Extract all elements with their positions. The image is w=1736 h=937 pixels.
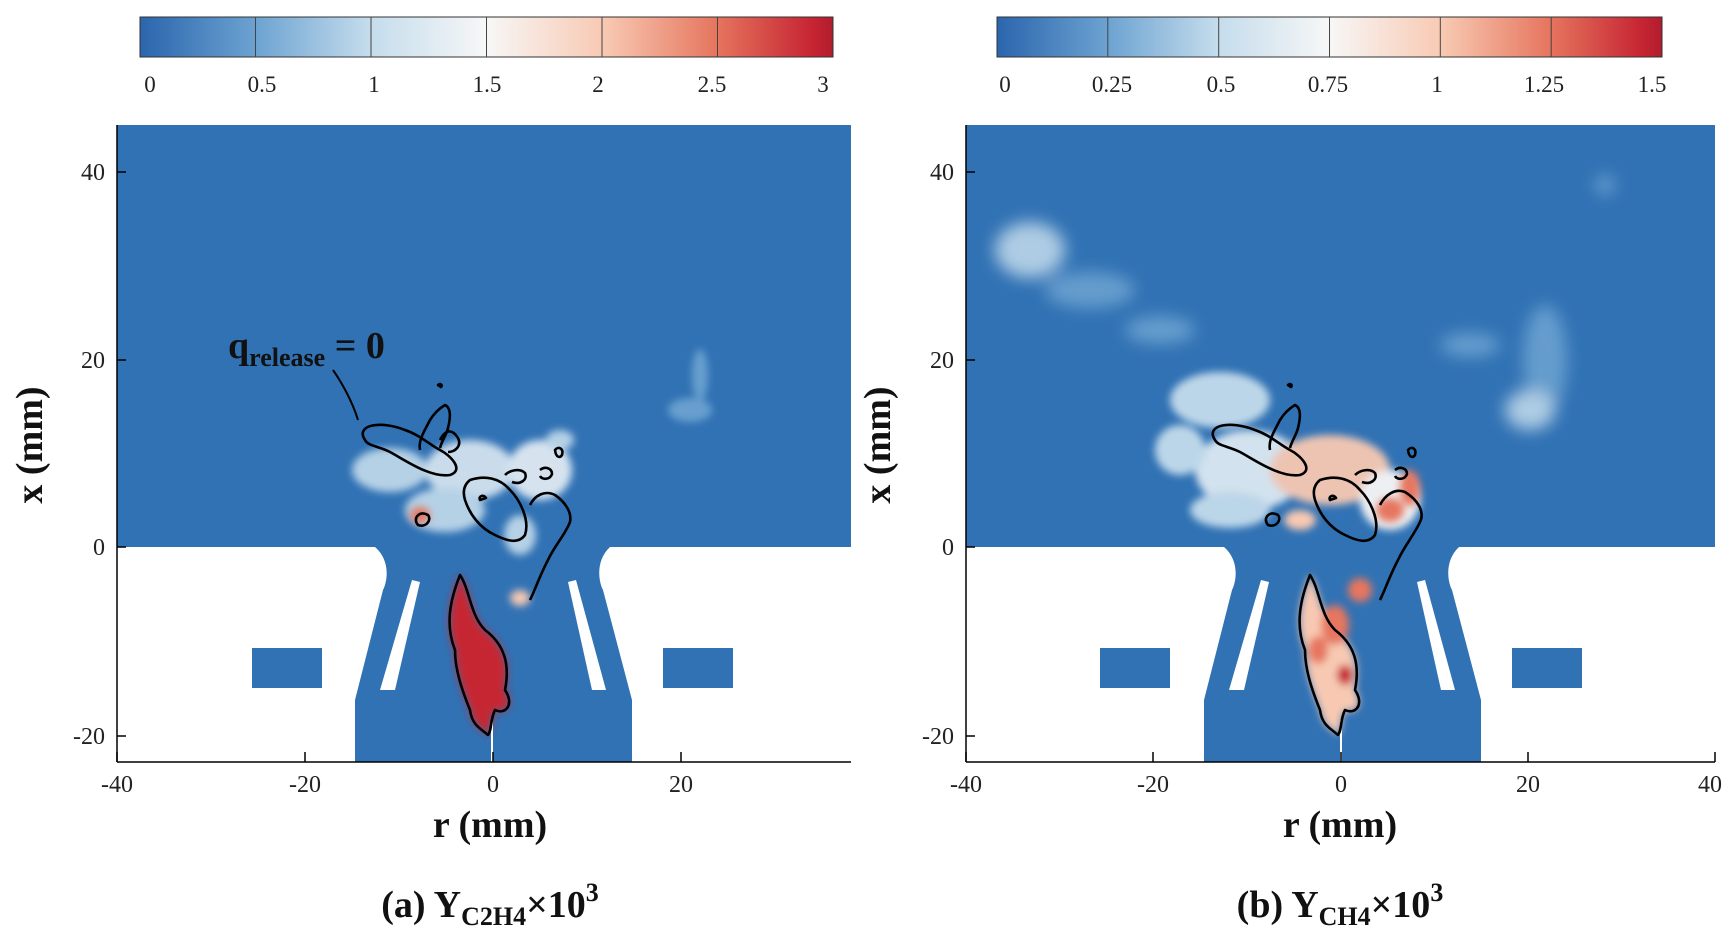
colorbar-b: 0 0.25 0.5 0.75 1 1.25 1.5: [996, 16, 1667, 97]
y-tick-b: 40: [930, 160, 954, 186]
x-tick-b: 0: [1335, 772, 1347, 798]
contour-field-a: [117, 125, 851, 762]
colorbar-b-tick: 0.75: [1308, 72, 1348, 97]
y-tick-a: -20: [73, 724, 105, 750]
y-tick-a: 40: [81, 160, 105, 186]
colorbar-b-tick: 1.25: [1524, 72, 1564, 97]
colorbar-a-tick: 2.5: [698, 72, 727, 97]
x-tick-a: 0: [487, 772, 499, 798]
colorbar-b-tick: 1.5: [1638, 72, 1667, 97]
panel-b: 0 0.25 0.5 0.75 1 1.25 1.5: [857, 16, 1722, 931]
axes-a: [116, 125, 851, 763]
y-tick-b: 20: [930, 348, 954, 374]
y-axis-title-b: x (mm): [857, 386, 899, 503]
contour-field-b: [966, 125, 1715, 762]
x-axis-title-b: r (mm): [1283, 804, 1397, 846]
x-axis-title-a: r (mm): [433, 804, 547, 846]
x-tick-a: 20: [669, 772, 693, 798]
colorbar-a: 0 0.5 1 1.5 2 2.5 3: [139, 16, 834, 97]
y-tick-a: 20: [81, 348, 105, 374]
y-tick-b: -20: [922, 724, 954, 750]
axes-b: [965, 125, 1716, 763]
x-tick-b: -20: [1137, 772, 1169, 798]
y-axis-title-a: x (mm): [9, 386, 51, 503]
y-tick-b: 0: [942, 535, 954, 561]
colorbar-b-tick: 1: [1431, 72, 1443, 97]
caption-b: (b) YCH4×103: [1237, 878, 1444, 931]
colorbar-a-tick: 2: [592, 72, 604, 97]
x-tick-b: 20: [1516, 772, 1540, 798]
caption-a: (a) YC2H4×103: [381, 878, 599, 931]
colorbar-a-tick: 3: [817, 72, 829, 97]
x-tick-a: -40: [101, 772, 133, 798]
panel-a: 0 0.5 1 1.5 2 2.5 3: [9, 16, 851, 931]
y-tick-a: 0: [93, 535, 105, 561]
colorbar-a-tick: 1: [368, 72, 380, 97]
colorbar-b-tick: 0: [999, 72, 1011, 97]
x-tick-a: -20: [289, 772, 321, 798]
colorbar-a-tick: 1.5: [473, 72, 502, 97]
colorbar-a-tick: 0: [144, 72, 156, 97]
colorbar-b-tick: 0.5: [1207, 72, 1236, 97]
colorbar-b-tick: 0.25: [1092, 72, 1132, 97]
x-tick-b: -40: [950, 772, 982, 798]
x-tick-b: 40: [1698, 772, 1722, 798]
colorbar-a-tick: 0.5: [248, 72, 277, 97]
annotation-q-release: qrelease = 0: [228, 325, 385, 372]
